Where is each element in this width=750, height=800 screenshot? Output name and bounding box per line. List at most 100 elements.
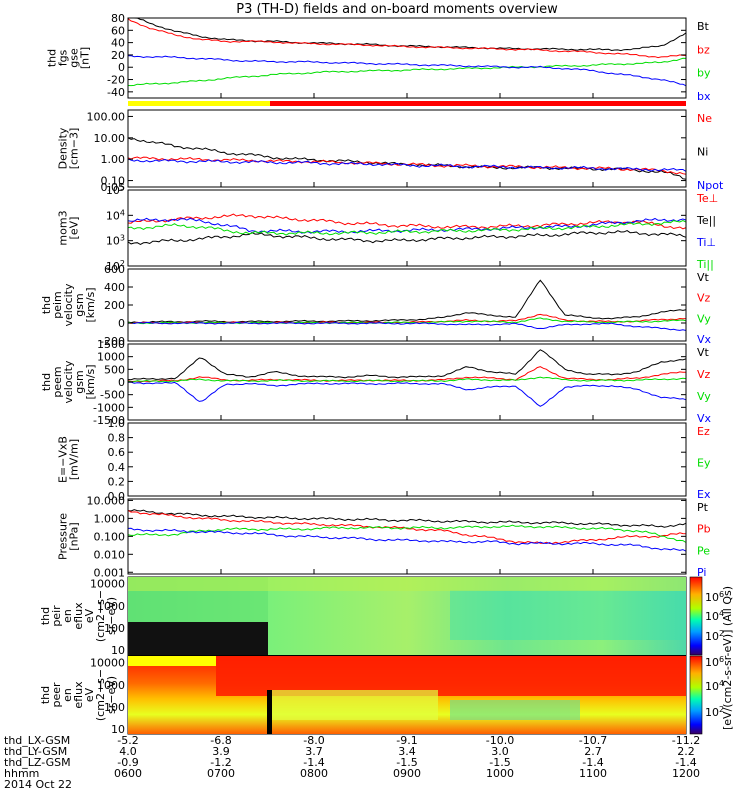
ylabel-peir: peir <box>50 605 63 627</box>
ylabel-peir: sr−eV) <box>105 597 118 635</box>
footer-value-0-4: -10.0 <box>486 734 514 747</box>
footer-value-3-1: 0700 <box>207 767 235 780</box>
ytick-label-temp: 104 <box>106 208 125 223</box>
footer-value-0-0: -5.2 <box>117 734 138 747</box>
footer-value-2-1: -1.2 <box>210 756 231 769</box>
series-peim-Vx <box>127 321 687 331</box>
legend-fgs-bz: bz <box>697 43 710 56</box>
footer-value-0-1: -6.8 <box>210 734 231 747</box>
footer-value-3-3: 0900 <box>393 767 421 780</box>
ytick-label-fgs: -20 <box>107 74 125 87</box>
series-peem-Vy <box>127 376 687 383</box>
footer-label-0: thd_LX-GSM <box>4 734 70 747</box>
ylabel-pressure: Pressure <box>57 513 70 560</box>
series-pressure-Pe <box>127 524 687 543</box>
footer-value-1-0: 4.0 <box>119 745 137 758</box>
footer-value-3-0: 0600 <box>114 767 142 780</box>
ylabel-temp: mom3 <box>57 210 70 245</box>
ylabel-fgs: gse <box>68 48 81 68</box>
ytick-label-density: 10.00 <box>94 132 126 145</box>
series-peem-Vx <box>127 381 687 407</box>
legend-temp-Te||: Te|| <box>696 214 716 227</box>
legend-peim-Vz: Vz <box>697 292 711 305</box>
ytick-label-peer: 10000 <box>90 657 125 670</box>
legend-fgs-by: by <box>697 67 711 80</box>
ylabel-peim: velocity <box>62 283 75 326</box>
figure-title: P3 (TH-D) fields and on-board moments ov… <box>236 2 558 17</box>
series-pressure-Pi <box>127 527 687 552</box>
ylabel-efield: E=−VxB <box>57 436 70 483</box>
legend-density-Ne: Ne <box>697 112 712 125</box>
ylabel-fgs: fgs <box>57 49 70 66</box>
series-fgs-bx <box>128 55 687 87</box>
ytick-label-efield: 0.6 <box>108 446 126 459</box>
ytick-label-density: 100.00 <box>87 110 126 123</box>
ylabel-peim: thd <box>40 296 53 314</box>
footer-value-1-4: 3.0 <box>491 745 509 758</box>
footer-label-4: 2014 Oct 22 <box>4 778 72 791</box>
ylabel-pressure: [nPa] <box>68 522 81 550</box>
footer-value-1-5: 2.7 <box>584 745 602 758</box>
ylabel-peer: en <box>61 688 74 702</box>
footer-value-2-0: -0.9 <box>117 756 138 769</box>
footer-value-3-5: 1100 <box>579 767 607 780</box>
legend-pressure-Pb: Pb <box>697 523 711 536</box>
legend-density-Npot: Npot <box>697 179 724 192</box>
footer-value-3-2: 0800 <box>300 767 328 780</box>
series-peim-Vy <box>127 317 687 325</box>
footer-value-1-2: 3.7 <box>305 745 323 758</box>
legend-peem-Vz: Vz <box>697 368 711 381</box>
panel-frame-temp <box>127 189 687 267</box>
series-pressure-Pb <box>127 509 687 545</box>
footer-value-2-4: -1.5 <box>489 756 510 769</box>
panels-group: 806040200-20-40thdfgsgse[nT]Btbzbybx100.… <box>39 12 724 736</box>
legend-efield-Ez: Ez <box>697 425 710 438</box>
ylabel-temp: [eV] <box>68 217 81 240</box>
footer-label-1: thd_LY-GSM <box>4 745 67 758</box>
ytick-label-peem: 1500 <box>97 338 125 351</box>
ytick-label-pressure: 0.100 <box>94 530 126 543</box>
legend-temp-Ti||: Ti|| <box>696 258 714 271</box>
ytick-label-peim: -200 <box>100 335 125 348</box>
colorbar: [eV/(cm2-s-sr-eV)] (All Qs) 106 104 102 … <box>689 576 734 735</box>
ytick-label-fgs: 0 <box>118 61 125 74</box>
ytick-label-peer: 10 <box>111 723 125 736</box>
ytick-label-peir: 10000 <box>90 578 125 591</box>
ytick-label-density: 0.05 <box>101 181 126 194</box>
ytick-label-temp: 105 <box>106 183 125 198</box>
footer-value-0-6: -11.2 <box>672 734 700 747</box>
legend-temp-Ti⊥: Ti⊥ <box>696 236 716 249</box>
legend-peem-Vx: Vx <box>697 412 712 425</box>
ylabel-peer: eV <box>83 687 96 702</box>
ylabel-peem: peem <box>51 366 64 397</box>
legend-fgs-Bt: Bt <box>697 20 710 33</box>
footer-value-1-6: 2.2 <box>677 745 695 758</box>
ytick-label-peem: -1000 <box>93 401 125 414</box>
ylabel-peim: peim <box>51 291 64 319</box>
ytick-label-peim: 200 <box>104 299 125 312</box>
ytick-label-peir: 100 <box>104 622 125 635</box>
panel-frame-peim <box>127 268 687 342</box>
legend-efield-Ey: Ey <box>697 457 711 470</box>
footer-label-2: thd_LZ-GSM <box>4 756 71 769</box>
ytick-label-efield: 0.4 <box>108 461 126 474</box>
series-temp-Te|| <box>127 230 687 245</box>
ytick-label-peim: 400 <box>104 281 125 294</box>
series-peim-Vt <box>127 279 687 324</box>
spectrogram-peir <box>128 577 686 655</box>
ylabel-peir: eflux <box>72 602 85 630</box>
ytick-label-peir: 10 <box>111 644 125 657</box>
ylabel-fgs: thd <box>46 49 59 67</box>
ytick-label-efield: 1.0 <box>108 417 126 430</box>
ylabel-peer: (cm2−s− <box>94 669 107 721</box>
ylabel-peer: thd <box>39 686 52 704</box>
legend-peem-Vt: Vt <box>697 346 710 359</box>
ytick-label-efield: 0.2 <box>108 475 126 488</box>
ylabel-peer: eflux <box>72 681 85 709</box>
ytick-label-fgs: 80 <box>111 12 125 25</box>
legend-density-Ni: Ni <box>697 146 708 159</box>
legend-peim-Vt: Vt <box>697 271 710 284</box>
ytick-label-peem: -500 <box>100 389 125 402</box>
